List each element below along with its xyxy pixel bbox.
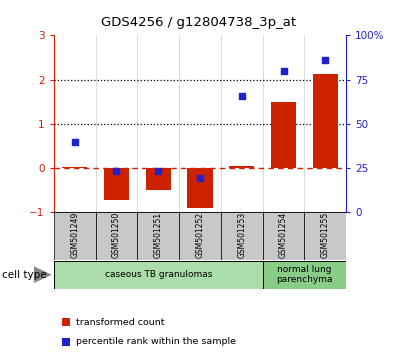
Text: cell type: cell type (2, 270, 47, 280)
Bar (263, 261, 346, 289)
Text: GSM501255: GSM501255 (321, 212, 330, 258)
Text: GSM501254: GSM501254 (279, 212, 288, 258)
Text: normal lung
parenchyma: normal lung parenchyma (276, 265, 333, 284)
Bar (187, 168, 213, 208)
Text: GSM501249: GSM501249 (70, 212, 79, 258)
Bar (104, 168, 129, 200)
Bar (271, 102, 296, 168)
Text: GSM501250: GSM501250 (112, 212, 121, 258)
Bar (179, 212, 221, 260)
Bar (54, 261, 263, 289)
Bar (221, 212, 263, 260)
Bar (304, 212, 346, 260)
Point (238, 93, 245, 99)
Text: percentile rank within the sample: percentile rank within the sample (76, 337, 236, 346)
Bar (54, 212, 96, 260)
Point (197, 175, 203, 181)
Text: transformed count: transformed count (76, 318, 165, 327)
Bar (62, 167, 87, 168)
Point (155, 169, 162, 174)
Point (280, 68, 287, 74)
Bar (137, 212, 179, 260)
Text: GSM501252: GSM501252 (195, 212, 205, 258)
Point (322, 57, 328, 63)
Polygon shape (34, 266, 52, 283)
Text: caseous TB granulomas: caseous TB granulomas (105, 270, 212, 279)
Text: GSM501251: GSM501251 (154, 212, 163, 258)
Text: GDS4256 / g12804738_3p_at: GDS4256 / g12804738_3p_at (101, 16, 297, 29)
Text: GSM501253: GSM501253 (237, 212, 246, 258)
Bar (263, 212, 304, 260)
Point (72, 139, 78, 144)
Bar (146, 168, 171, 190)
Bar (313, 74, 338, 168)
Bar (229, 166, 254, 168)
Bar (96, 212, 137, 260)
Point (113, 169, 119, 174)
